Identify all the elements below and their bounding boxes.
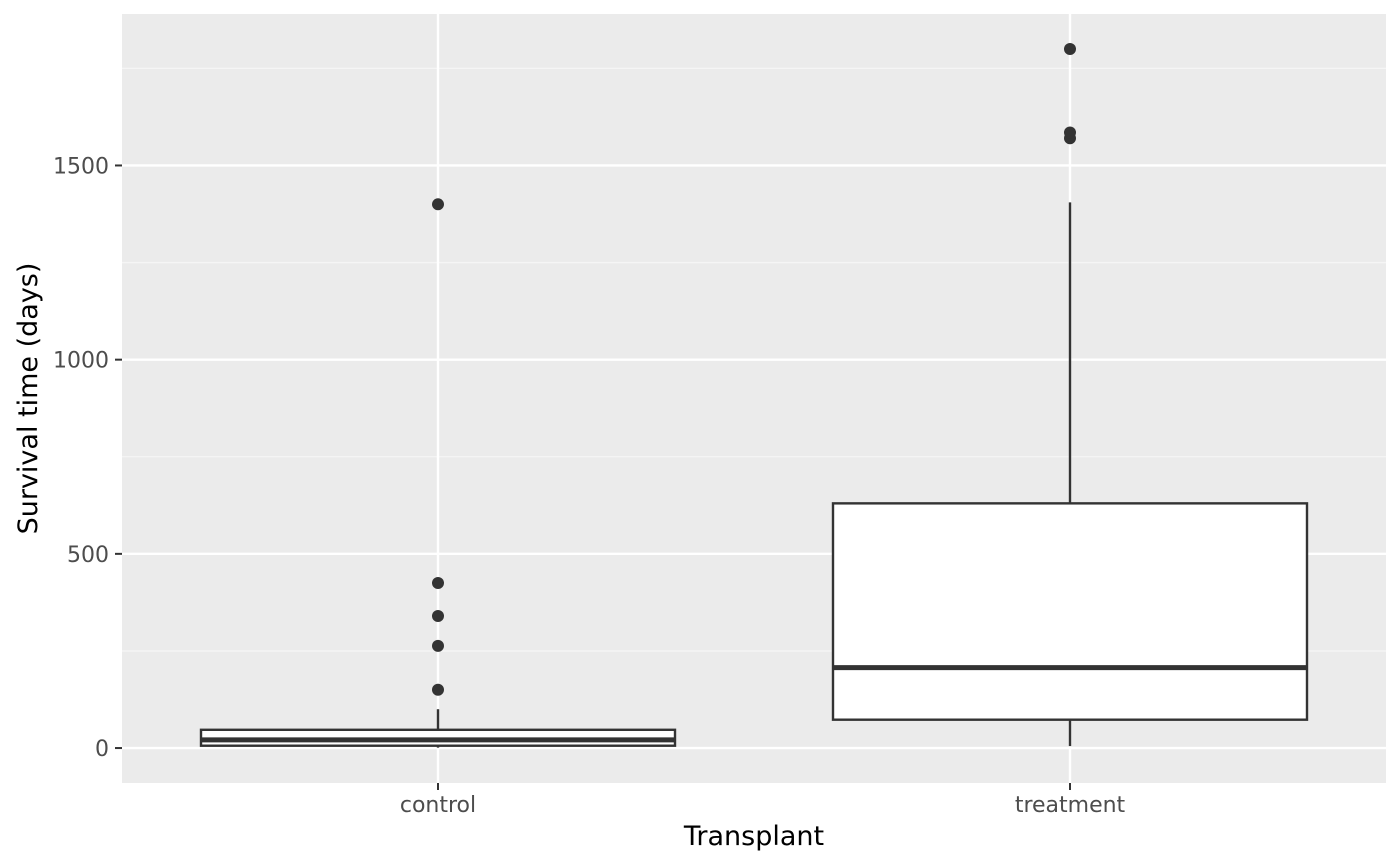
y-axis: 0 500 1000 1500 [53, 154, 122, 762]
outlier-point [1064, 126, 1076, 139]
outlier-point [432, 609, 444, 622]
outlier-point [432, 198, 444, 211]
y-tick-label: 0 [95, 737, 109, 762]
y-tick-label: 1000 [53, 349, 109, 374]
outlier-point [432, 576, 444, 589]
y-tick-label: 500 [67, 543, 109, 568]
box-treatment [831, 42, 1309, 747]
outlier-point [1064, 42, 1076, 55]
outlier-point [432, 639, 444, 652]
y-tick-label: 1500 [53, 154, 109, 179]
x-tick-label: control [400, 793, 476, 818]
box-control [199, 198, 677, 748]
box-iqr [831, 502, 1309, 721]
x-axis: control treatment [400, 783, 1126, 818]
outlier-point [432, 683, 444, 696]
x-axis-title: Transplant [683, 821, 824, 852]
x-tick-label: treatment [1015, 793, 1126, 818]
boxes [199, 42, 1309, 748]
y-axis-title: Survival time (days) [13, 263, 44, 535]
